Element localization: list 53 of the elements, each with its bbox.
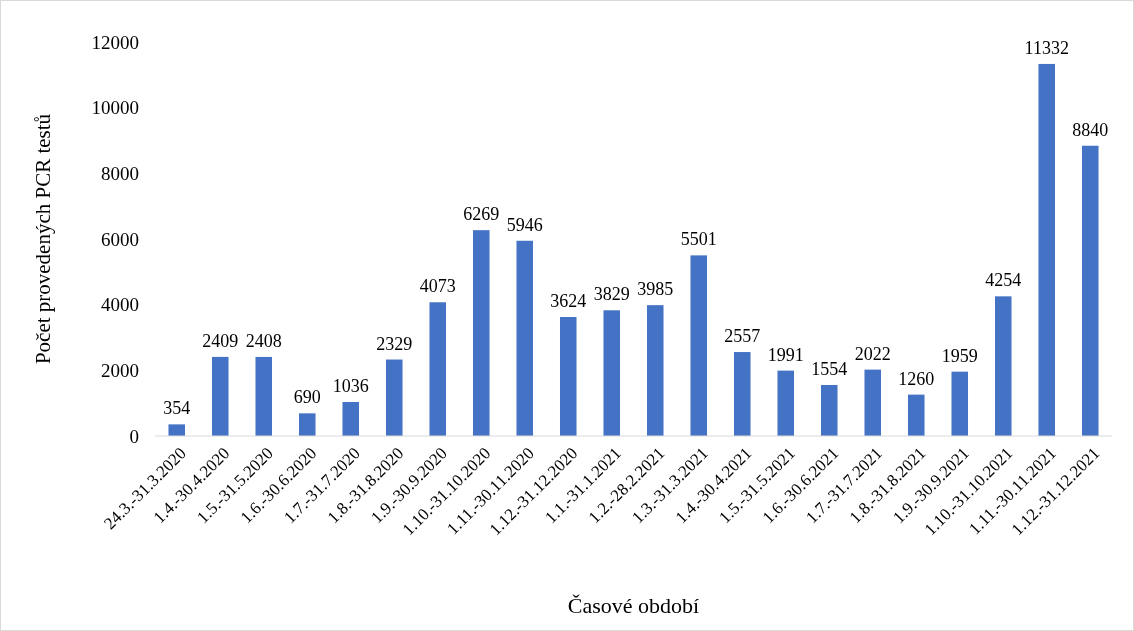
bar <box>168 424 186 436</box>
bar <box>211 356 229 436</box>
y-tick-label: 2000 <box>101 359 139 381</box>
data-label: 3624 <box>550 291 587 312</box>
data-label: 690 <box>293 387 321 408</box>
bar <box>472 230 490 436</box>
data-label: 1036 <box>332 375 369 396</box>
bar <box>733 352 751 436</box>
bar <box>429 302 447 436</box>
data-label: 3829 <box>593 284 630 305</box>
data-label: 6269 <box>463 204 500 225</box>
data-label: 2409 <box>202 330 239 351</box>
y-tick-label: 8000 <box>101 162 139 184</box>
bar <box>1038 63 1056 436</box>
data-label: 1959 <box>941 345 978 366</box>
bar <box>907 394 925 436</box>
y-tick-label: 6000 <box>101 228 139 250</box>
data-label: 5501 <box>680 229 717 250</box>
bar <box>690 255 708 436</box>
data-label: 4254 <box>985 270 1022 291</box>
bar <box>342 401 360 436</box>
y-tick-label: 12000 <box>91 31 139 53</box>
data-label: 2022 <box>854 343 891 364</box>
bar <box>298 413 316 436</box>
y-tick-label: 0 <box>129 425 139 447</box>
y-axis-title: Počet provedených PCR testů <box>31 113 55 365</box>
data-label: 11332 <box>1024 37 1069 58</box>
bar <box>994 296 1012 436</box>
data-label: 2408 <box>245 330 282 351</box>
data-label: 1991 <box>767 344 804 365</box>
bar <box>559 317 577 436</box>
bar <box>1081 145 1099 436</box>
bar <box>820 384 838 436</box>
data-label: 354 <box>163 398 191 419</box>
data-label: 8840 <box>1072 119 1109 140</box>
data-label: 1260 <box>898 368 935 389</box>
data-label: 1554 <box>811 358 848 379</box>
bar <box>777 370 795 436</box>
data-label: 4073 <box>419 276 456 297</box>
y-tick-label: 10000 <box>91 97 139 119</box>
bar <box>255 356 273 436</box>
bar <box>603 310 621 436</box>
data-label: 5946 <box>506 214 543 235</box>
bar <box>516 240 534 436</box>
bar <box>385 359 403 436</box>
bar <box>951 371 969 436</box>
bar <box>864 369 882 436</box>
data-label: 2329 <box>376 333 413 354</box>
data-label: 3985 <box>637 279 674 300</box>
y-tick-label: 4000 <box>101 294 139 316</box>
data-label: 2557 <box>724 326 761 347</box>
bar <box>646 305 664 436</box>
x-axis-title: Časové období <box>567 593 700 618</box>
